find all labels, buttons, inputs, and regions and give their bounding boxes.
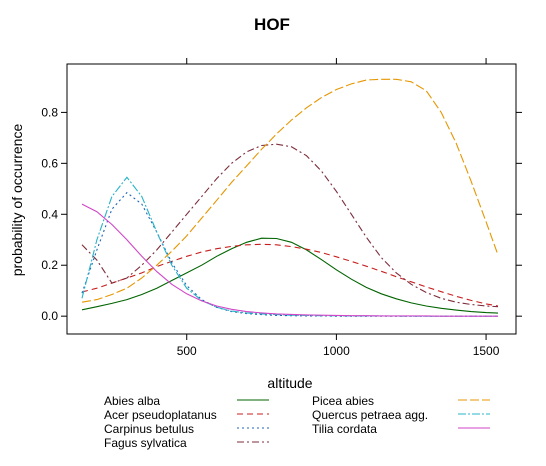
x-axis-label: altitude bbox=[267, 375, 312, 391]
legend-label: Carpinus betulus bbox=[104, 422, 194, 436]
y-tick-label: 0.8 bbox=[41, 105, 58, 119]
legend-label: Fagus sylvatica bbox=[104, 436, 187, 450]
x-tick-label: 1000 bbox=[323, 344, 350, 358]
y-tick-label: 0.6 bbox=[41, 156, 58, 170]
series-lines bbox=[81, 78, 499, 317]
legend-label: Picea abies bbox=[312, 394, 374, 408]
legend-label: Acer pseudoplatanus bbox=[104, 408, 217, 422]
legend-label: Abies alba bbox=[104, 394, 160, 408]
y-tick-label: 0.0 bbox=[41, 309, 58, 323]
y-axis-label: probability of occurrence bbox=[9, 124, 25, 277]
y-axis-ticks: 0.0 0.2 0.4 0.6 0.8 bbox=[41, 105, 522, 323]
series-line bbox=[81, 78, 499, 303]
chart-title: HOF bbox=[254, 15, 290, 34]
legend-label: Quercus petraea agg. bbox=[312, 408, 428, 422]
y-tick-label: 0.4 bbox=[41, 207, 58, 221]
plot-frame bbox=[66, 63, 517, 335]
series-line bbox=[81, 203, 498, 317]
x-tick-label: 500 bbox=[177, 344, 197, 358]
series-line bbox=[81, 237, 499, 314]
series-line bbox=[81, 243, 499, 307]
series-line bbox=[81, 143, 499, 308]
x-axis-ticks: 500 1000 1500 bbox=[177, 58, 500, 358]
y-tick-label: 0.2 bbox=[41, 258, 58, 272]
x-tick-label: 1500 bbox=[473, 344, 500, 358]
legend-label: Tilia cordata bbox=[312, 422, 377, 436]
series-line bbox=[81, 191, 498, 317]
